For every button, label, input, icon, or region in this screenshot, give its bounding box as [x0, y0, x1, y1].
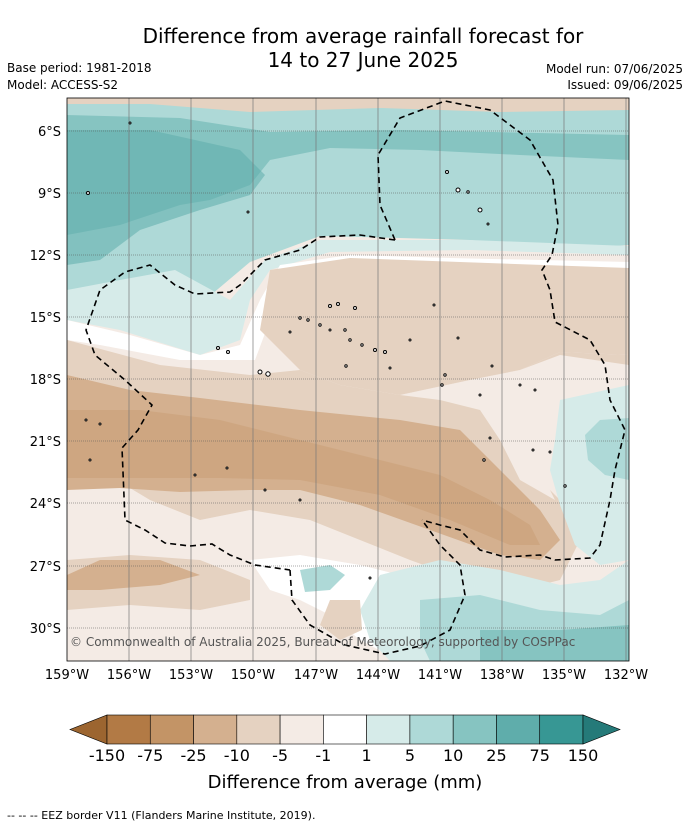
colorbar-segment	[539, 714, 584, 745]
map-frame	[66, 97, 630, 662]
colorbar-tick-label: 10	[443, 746, 463, 765]
rainfall-map: © Commonwealth of Australia 2025, Bureau…	[30, 97, 648, 793]
colorbar-segment	[452, 714, 497, 745]
lat-label: 12°S	[30, 249, 61, 264]
colorbar-tick-label: -150	[89, 746, 125, 765]
colorbar-segment	[149, 714, 194, 745]
model-label: Model: ACCESS-S2	[7, 78, 119, 92]
colorbar-tick-label: 75	[530, 746, 550, 765]
lon-label: 144°W	[356, 668, 400, 683]
lon-label: 147°W	[294, 668, 338, 683]
lon-label: 135°W	[542, 668, 586, 683]
title-line-1: Difference from average rainfall forecas…	[142, 24, 584, 48]
lat-label: 24°S	[30, 497, 61, 512]
lon-label: 156°W	[107, 668, 151, 683]
lon-label: 150°W	[231, 668, 275, 683]
chart-title: Difference from average rainfall forecas…	[0, 24, 690, 72]
graticule	[67, 130, 629, 629]
colorbar-extend-high	[582, 714, 621, 745]
colorbar-segment	[236, 714, 281, 745]
colorbar-segment	[409, 714, 454, 745]
longitude-labels: 159°W 156°W 153°W 150°W 147°W 144°W 141°…	[45, 668, 648, 683]
colorbar-tick-label: 25	[486, 746, 506, 765]
lon-label: 132°W	[604, 668, 648, 683]
lon-label: 138°W	[480, 668, 524, 683]
title-line-2: 14 to 27 June 2025	[267, 48, 459, 72]
colorbar-segment	[366, 714, 411, 745]
colorbar-label: Difference from average (mm)	[208, 772, 483, 793]
copyright-text: © Commonwealth of Australia 2025, Bureau…	[70, 635, 575, 649]
contour-fields	[67, 98, 629, 661]
lon-label: 141°W	[418, 668, 462, 683]
colorbar-tick-label: 5	[405, 746, 415, 765]
colorbar-tick-label: 150	[568, 746, 599, 765]
colorbar-tick-label: -5	[272, 746, 288, 765]
colorbar-segment	[193, 714, 238, 745]
colorbar-tick-label: -10	[224, 746, 250, 765]
colorbar-tick-labels: -150 -75 -25 -10 -5 -1 1 5 10 25 75 150	[89, 746, 598, 765]
colorbar-tick-label: -1	[315, 746, 331, 765]
issued-label: Issued: 09/06/2025	[567, 78, 683, 92]
island-outlines	[84, 121, 567, 580]
colorbar-tick-label: -25	[180, 746, 206, 765]
colorbar-segment	[279, 714, 324, 745]
lat-label: 30°S	[30, 622, 61, 637]
eez-legend-note: -- -- -- EEZ border V11 (Flanders Marine…	[7, 809, 316, 822]
colorbar	[69, 714, 621, 745]
lon-label: 159°W	[45, 668, 89, 683]
lon-label: 153°W	[169, 668, 213, 683]
colorbar-extend-low	[69, 714, 108, 745]
colorbar-segment	[106, 714, 151, 745]
colorbar-tick-label: -75	[137, 746, 163, 765]
lat-label: 9°S	[38, 187, 61, 202]
lat-label: 18°S	[30, 373, 61, 388]
colorbar-tick-label: 1	[362, 746, 372, 765]
lat-label: 27°S	[30, 560, 61, 575]
lat-label: 15°S	[30, 311, 61, 326]
eez-borders	[85, 100, 626, 655]
base-period-label: Base period: 1981-2018	[7, 61, 152, 75]
colorbar-segment	[323, 714, 367, 745]
meridians	[128, 98, 627, 661]
latitude-labels: 6°S 9°S 12°S 15°S 18°S 21°S 24°S 27°S 30…	[30, 125, 61, 637]
lat-label: 6°S	[38, 125, 61, 140]
lat-label: 21°S	[30, 435, 61, 450]
colorbar-segment	[496, 714, 541, 745]
model-run-label: Model run: 07/06/2025	[545, 62, 683, 76]
